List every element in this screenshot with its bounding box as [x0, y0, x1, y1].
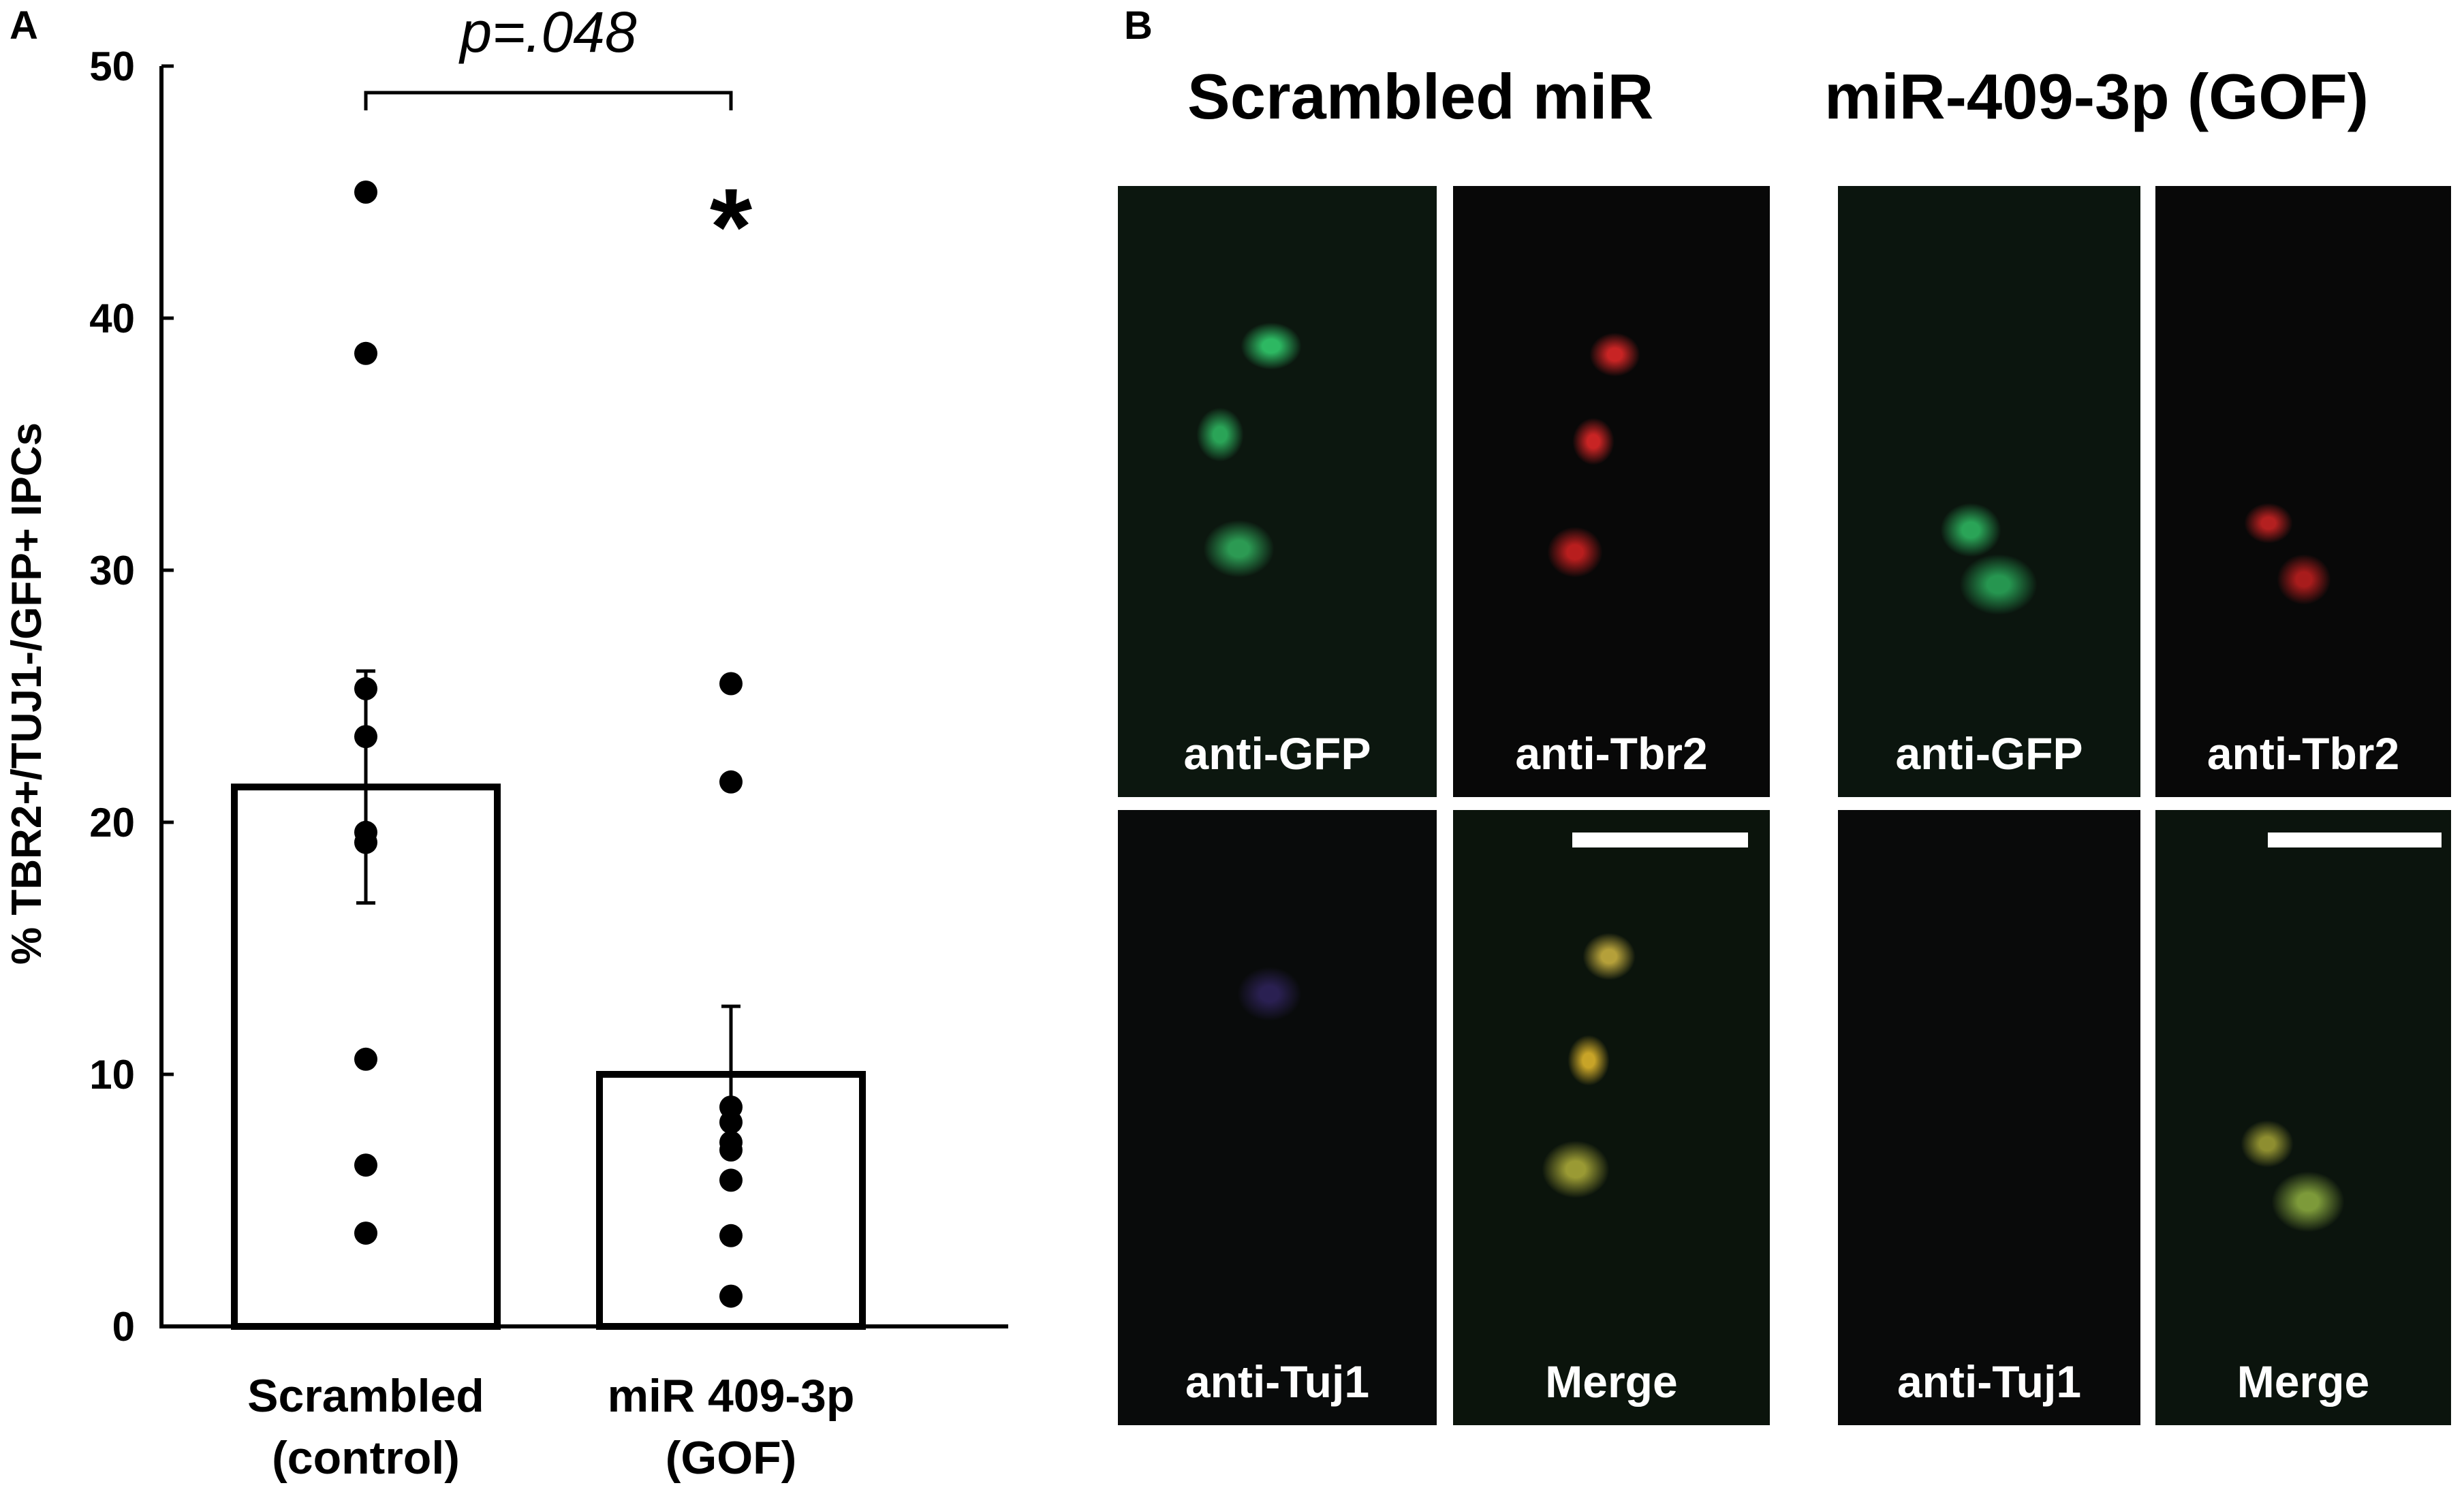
panel-a-letter: A: [10, 3, 38, 48]
p-value-label: p=.048: [458, 0, 637, 64]
micrograph-gof-merge: Merge: [2155, 810, 2451, 1425]
cell-blob: [1237, 967, 1302, 1021]
data-point: [719, 1138, 743, 1162]
cell-blob: [1241, 322, 1302, 370]
micrograph-label: Merge: [1545, 1356, 1678, 1407]
cell-blob: [2277, 554, 2331, 605]
x-category-sublabel: (GOF): [666, 1432, 797, 1484]
y-axis-label: % TBR2+/TUJ1-/GFP+ IPCs: [3, 422, 50, 965]
data-point: [354, 1047, 377, 1071]
x-category-labels: Scrambled (control) miR 409-3p (GOF): [247, 1370, 854, 1484]
bars-layer: [231, 783, 866, 1330]
data-point: [354, 1221, 377, 1245]
y-tick-label: 50: [89, 44, 135, 89]
cell-blob: [1940, 503, 2001, 557]
y-tick-label: 10: [89, 1052, 135, 1098]
cell-blob: [1568, 1035, 1610, 1086]
condition-title-gof: miR-409-3p (GOF): [1824, 61, 2369, 132]
micrograph-label: anti-Tbr2: [1515, 728, 1708, 779]
cell-blob: [1203, 520, 1275, 578]
x-category-label: miR 409-3p: [608, 1370, 855, 1422]
x-category-sublabel: (control): [272, 1432, 460, 1484]
cell-blob: [2244, 503, 2293, 544]
micrograph-label: anti-Tbr2: [2206, 728, 2400, 779]
data-point: [354, 830, 377, 854]
micrograph-scrambled-anti-gfp: anti-GFP: [1118, 186, 1437, 797]
micrograph-label: anti-Tuj1: [1185, 1356, 1370, 1407]
data-point: [719, 672, 743, 696]
data-point: [719, 1168, 743, 1192]
cell-blob: [1582, 933, 1636, 980]
micrograph-gof-anti-gfp: anti-GFP: [1838, 186, 2140, 797]
cell-blob: [2241, 1120, 2294, 1168]
significance-bracket: p=.048: [364, 0, 733, 110]
cell-blob: [1196, 407, 1244, 462]
y-tick-label: 30: [89, 548, 135, 593]
bracket-line: [364, 91, 733, 110]
y-tick-label: 20: [89, 800, 135, 845]
data-point: [719, 1224, 743, 1247]
micrograph-gof-anti-tuj1: anti-Tuj1: [1838, 810, 2140, 1425]
cell-blob: [2271, 1171, 2345, 1232]
micrograph-gof-anti-tbr2: anti-Tbr2: [2155, 186, 2451, 797]
micrograph-scrambled-anti-tbr2: anti-Tbr2: [1453, 186, 1770, 797]
micrograph-label: Merge: [2236, 1356, 2370, 1407]
panel-b-letter: B: [1124, 3, 1153, 48]
y-axis: 0 10 20 30 40 50: [89, 44, 174, 1350]
scale-bar: [1572, 832, 1748, 847]
data-point: [719, 1284, 743, 1308]
data-point: [354, 725, 377, 749]
y-tick-label: 0: [112, 1304, 135, 1350]
cell-blob: [1959, 554, 2038, 615]
cell-blob: [1589, 332, 1640, 377]
micrograph-label: anti-Tuj1: [1897, 1356, 2082, 1407]
micrograph-label: anti-GFP: [1895, 728, 2083, 779]
cell-blob: [1542, 1140, 1610, 1198]
bar-chart-panel-a: 0 10 20 30 40 50 % TBR2+/TUJ1-/GFP+ IPCs p=.0…: [3, 0, 1008, 1484]
data-point: [354, 181, 377, 204]
data-points-layer: [354, 181, 743, 1308]
data-point: [719, 770, 743, 794]
y-ticks: 0 10 20 30 40 50: [89, 44, 174, 1350]
data-point: [354, 676, 377, 700]
micrograph-scrambled-anti-tuj1: anti-Tuj1: [1118, 810, 1437, 1425]
data-point: [719, 1110, 743, 1134]
scale-bar: [2268, 832, 2442, 847]
y-tick-label: 40: [89, 296, 135, 341]
x-category-label: Scrambled: [247, 1370, 484, 1422]
condition-title-scrambled: Scrambled miR: [1187, 61, 1654, 132]
cell-blob: [1572, 418, 1615, 465]
data-point: [354, 1153, 377, 1177]
data-point: [354, 341, 377, 365]
cell-blob: [1547, 527, 1603, 578]
significance-asterisk: *: [710, 166, 753, 287]
micrograph-scrambled-merge: Merge: [1453, 810, 1770, 1425]
micrograph-label: anti-GFP: [1183, 728, 1371, 779]
